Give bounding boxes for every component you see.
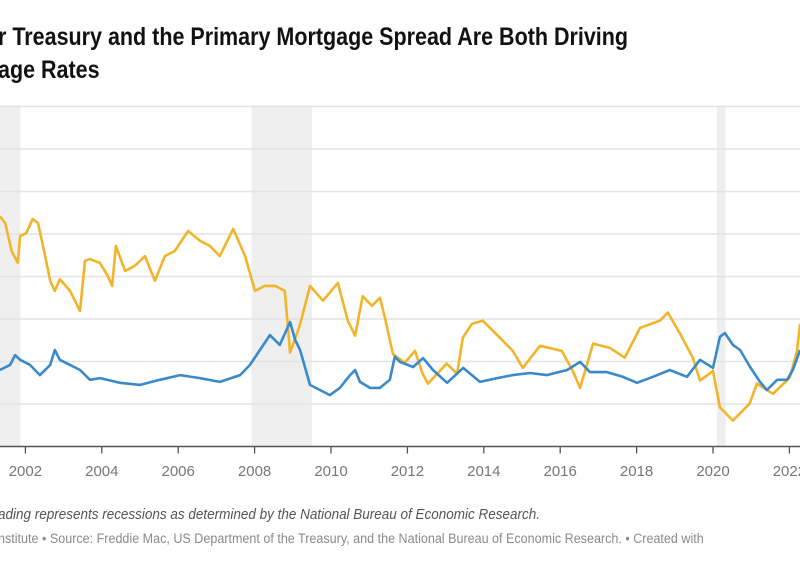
x-tick-label: 2002: [9, 463, 42, 480]
chart-title-line-2: age Rates: [0, 56, 100, 84]
x-tick-label: 2006: [162, 463, 195, 480]
chart-title-line-1: r Treasury and the Primary Mortgage Spre…: [0, 23, 629, 51]
yellow-series-line: [0, 215, 800, 422]
x-tick-label: 2018: [620, 463, 653, 480]
x-tick-label: 2020: [696, 463, 729, 480]
x-tick-label: 2010: [314, 463, 347, 480]
source-note: nstitute • Source: Freddie Mac, US Depar…: [0, 531, 704, 546]
x-tick-label: 2016: [544, 463, 577, 480]
x-tick-label: 2004: [85, 463, 118, 480]
recession-note: ading represents recessions as determine…: [0, 507, 540, 523]
x-tick-label: 2012: [391, 463, 424, 480]
x-tick-label: 2008: [238, 463, 271, 480]
line-chart: 2002 2004 2006 2008 2010 2012 2014 2016 2018 2020…: [0, 105, 800, 480]
blue-series-line: [0, 320, 800, 397]
series-lines: [0, 215, 800, 422]
x-axis: 2002 2004 2006 2008 2010 2012 2014 2016 2018 2020…: [0, 445, 800, 480]
x-tick-label: 2014: [467, 463, 500, 480]
x-tick-label: 2022: [773, 463, 800, 480]
